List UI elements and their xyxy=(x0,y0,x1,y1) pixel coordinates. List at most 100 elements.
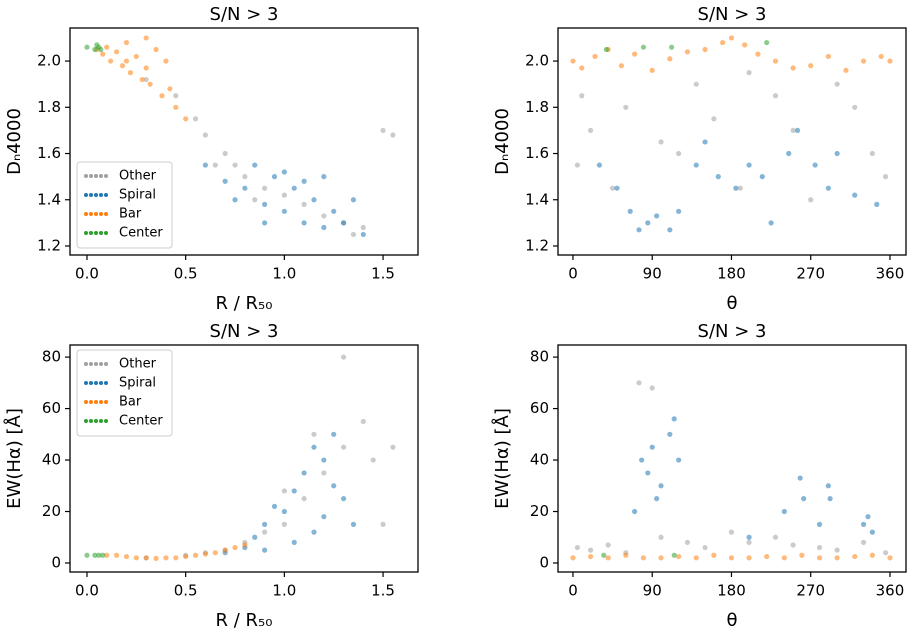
point xyxy=(291,539,297,546)
point xyxy=(587,553,594,560)
point xyxy=(340,354,347,360)
point xyxy=(202,132,209,138)
y-tick-label: 80 xyxy=(530,348,549,366)
point xyxy=(574,544,580,551)
axes-frame xyxy=(69,344,419,573)
point xyxy=(119,63,126,69)
point xyxy=(693,555,699,561)
point xyxy=(321,457,327,463)
point xyxy=(812,162,818,168)
point xyxy=(360,418,366,425)
point xyxy=(790,65,796,71)
point xyxy=(380,521,386,527)
point xyxy=(574,162,580,168)
point xyxy=(262,220,268,226)
legend-label: Spiral xyxy=(119,376,156,391)
legend-marker xyxy=(94,400,98,404)
series-points xyxy=(143,354,396,561)
point xyxy=(623,552,629,558)
point xyxy=(772,534,779,540)
point xyxy=(781,555,787,561)
point xyxy=(232,197,238,203)
y-tick-label: 2.0 xyxy=(37,52,61,70)
point xyxy=(808,63,814,69)
point xyxy=(764,39,770,46)
point xyxy=(163,555,169,561)
legend-marker xyxy=(84,419,88,423)
point xyxy=(159,93,165,99)
series-points xyxy=(601,552,677,558)
legend-marker xyxy=(104,174,108,178)
y-tick-label: 40 xyxy=(42,451,61,469)
point xyxy=(852,553,858,560)
point xyxy=(301,178,307,184)
point xyxy=(882,174,889,180)
point xyxy=(614,185,620,191)
point xyxy=(797,475,803,481)
point xyxy=(350,521,357,527)
point xyxy=(627,208,633,214)
point xyxy=(825,483,831,489)
point xyxy=(301,201,307,207)
legend-marker xyxy=(94,193,98,197)
point xyxy=(768,220,774,226)
legend: Other Spiral Bar Center xyxy=(76,349,173,437)
subplot: S/N > 3 θ Dₙ4000 0 90 180 270 360 1.2 1.4 1.6 1.8 2.… xyxy=(492,4,907,314)
point xyxy=(252,197,258,203)
point xyxy=(764,553,770,560)
point xyxy=(301,220,307,226)
point xyxy=(676,553,682,560)
point xyxy=(262,547,268,553)
point xyxy=(649,67,655,73)
point xyxy=(632,51,638,57)
point xyxy=(711,552,717,558)
x-tick-label: 90 xyxy=(643,265,662,283)
point xyxy=(98,46,104,53)
point xyxy=(202,162,209,168)
legend: Other Spiral Bar Center xyxy=(76,161,173,249)
legend-marker xyxy=(89,212,93,216)
series-points xyxy=(202,162,366,238)
point xyxy=(623,104,629,110)
point xyxy=(728,35,735,41)
y-tick-label: 2.0 xyxy=(525,52,549,70)
point xyxy=(113,552,120,558)
legend-label: Spiral xyxy=(119,188,156,203)
point xyxy=(658,139,664,145)
point xyxy=(108,58,114,64)
point xyxy=(605,542,611,548)
point xyxy=(202,551,209,557)
point xyxy=(183,553,189,560)
point xyxy=(808,197,814,203)
point xyxy=(321,470,327,476)
y-tick-label: 20 xyxy=(530,502,549,520)
point xyxy=(153,555,159,561)
series-points xyxy=(596,127,880,233)
legend-marker xyxy=(89,193,93,197)
point xyxy=(222,547,228,553)
point xyxy=(816,555,823,561)
point xyxy=(311,197,317,203)
point xyxy=(281,488,287,494)
series-points xyxy=(603,39,770,53)
legend-marker xyxy=(89,381,93,385)
point xyxy=(728,555,735,561)
y-axis-label: Dₙ4000 xyxy=(4,108,25,175)
y-tick-label: 60 xyxy=(42,399,61,417)
point xyxy=(658,534,664,540)
x-axis-label: θ xyxy=(726,293,737,314)
point xyxy=(291,185,297,191)
series-points xyxy=(84,42,104,53)
point xyxy=(340,220,347,226)
point xyxy=(737,185,743,191)
point xyxy=(645,470,651,476)
legend-marker xyxy=(94,212,98,216)
point xyxy=(667,227,673,233)
legend-label: Other xyxy=(119,357,157,372)
point xyxy=(834,555,840,561)
point xyxy=(340,444,347,450)
legend-marker xyxy=(99,174,103,178)
point xyxy=(183,116,189,122)
point xyxy=(192,116,199,122)
point xyxy=(728,529,735,535)
